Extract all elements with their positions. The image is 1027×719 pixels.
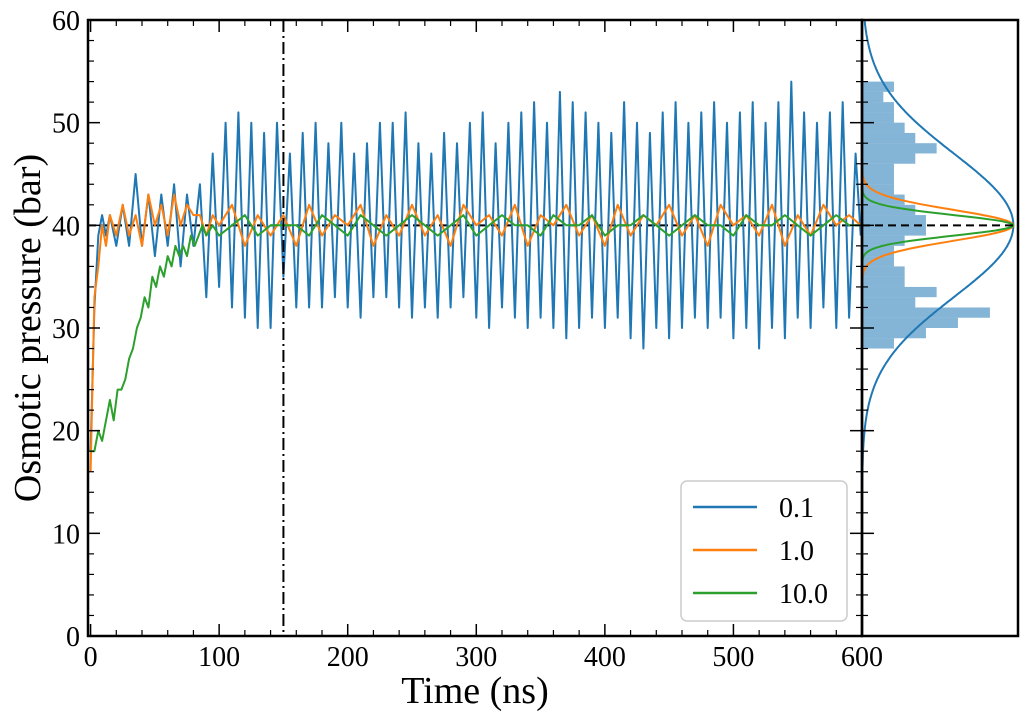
- histogram-bar: [862, 132, 916, 144]
- x-tick-label: 200: [327, 642, 369, 673]
- x-tick-label: 300: [455, 642, 497, 673]
- histogram-clip: [862, 20, 1018, 636]
- legend-label-1.0: 1.0: [779, 536, 814, 567]
- histogram-bar: [862, 276, 905, 287]
- y-tick-label: 60: [52, 6, 80, 37]
- side-histogram: [862, 20, 1018, 636]
- y-tick-label: 30: [52, 314, 80, 345]
- histogram-bar: [862, 225, 926, 236]
- histogram-bar: [862, 317, 958, 328]
- histogram-bar: [862, 163, 894, 174]
- y-axis-label: Osmotic pressure (bar): [7, 154, 49, 502]
- histogram-bar: [862, 256, 894, 267]
- y-tick-label: 20: [52, 417, 80, 448]
- histogram-bar: [862, 174, 894, 185]
- histogram-bar: [862, 286, 937, 298]
- histogram-bar: [862, 122, 905, 133]
- histogram-bar: [862, 235, 905, 246]
- histogram-bar: [862, 184, 894, 195]
- x-tick-label: 100: [198, 642, 240, 673]
- y-tick-label: 10: [52, 519, 80, 550]
- histogram-bar: [862, 194, 905, 205]
- legend-box: [680, 480, 848, 622]
- histogram-bar: [862, 215, 926, 226]
- x-tick-label: 500: [712, 642, 754, 673]
- histogram-bar: [862, 266, 905, 277]
- histogram-bar: [862, 245, 894, 257]
- histogram-bar: [862, 297, 916, 308]
- series-layer: [88, 20, 862, 636]
- histogram-bar: [862, 153, 916, 164]
- x-tick-label: 400: [584, 642, 626, 673]
- legend: 0.1 1.0 10.0: [680, 480, 848, 622]
- y-tick-label: 40: [52, 211, 80, 242]
- x-axis-label: Time (ns): [401, 670, 548, 712]
- axes: 0 100 200 300 400 500 600 0 10 20 30 40 50 60: [52, 6, 1020, 673]
- histogram-bar: [862, 307, 990, 318]
- y-tick-label: 50: [52, 109, 80, 140]
- y-tick-label: 0: [66, 622, 80, 653]
- series-line-1.0: [89, 193, 862, 472]
- histogram-bar: [862, 204, 916, 216]
- density-curve-0.1: [862, 20, 1015, 636]
- legend-label-0.1: 0.1: [779, 493, 814, 524]
- histogram-bar: [862, 81, 894, 92]
- histogram-bar: [862, 143, 937, 154]
- histogram-bar: [862, 328, 926, 339]
- series-clip: [88, 20, 862, 636]
- histogram-bar: [862, 338, 894, 349]
- histogram-bar: [862, 91, 884, 103]
- series-line-10.0: [90, 214, 861, 453]
- histogram-bar: [862, 102, 894, 113]
- histogram-bar: [862, 112, 894, 123]
- legend-label-10.0: 10.0: [779, 579, 828, 610]
- x-tick-label: 600: [841, 642, 883, 673]
- x-tick-label: 0: [84, 642, 98, 673]
- series-line-0.1: [89, 80, 862, 452]
